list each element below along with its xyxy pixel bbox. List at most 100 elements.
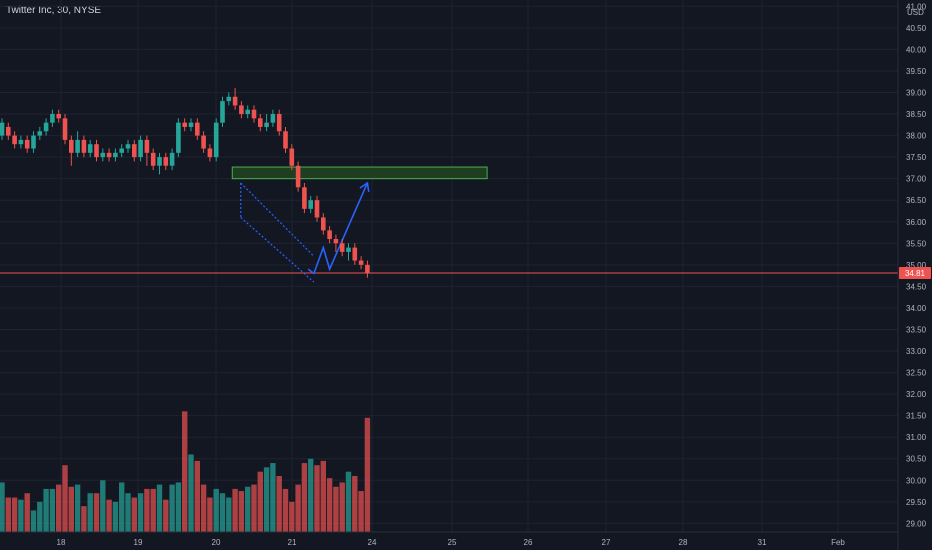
volume-bar: [175, 482, 182, 532]
volume-bar: [194, 460, 200, 532]
x-tick-label: 28: [679, 538, 688, 547]
candle-body: [132, 144, 137, 158]
candle: [352, 243, 358, 265]
volume-bar: [18, 499, 24, 532]
candle: [132, 139, 137, 162]
candle-body: [37, 131, 43, 136]
candle: [339, 238, 345, 257]
candle: [220, 96, 225, 127]
volume-bars: [0, 411, 371, 532]
candle: [125, 139, 131, 153]
candle: [138, 135, 143, 162]
candle: [50, 109, 55, 127]
volume-bar: [352, 475, 358, 532]
candle: [113, 148, 118, 162]
candle-body: [365, 264, 370, 274]
volume-bar: [49, 488, 56, 532]
x-tick-label: 26: [524, 538, 533, 547]
candle: [163, 152, 169, 171]
time-axis[interactable]: 18 19 20 21 24 25 26 27 28 31 Feb: [0, 531, 898, 547]
y-tick-label: 31.00: [906, 433, 927, 442]
volume-bar: [295, 484, 301, 532]
price-axis[interactable]: 41.00 40.50 40.00 39.50 39.00 38.50 38.00 37.50…: [897, 0, 931, 550]
candle: [195, 118, 200, 140]
candle-body: [113, 152, 118, 158]
volume-bar: [163, 499, 169, 532]
candle: [264, 114, 269, 132]
volume-bar: [232, 488, 238, 532]
y-tick-label: 37.00: [906, 175, 927, 184]
candle-body: [201, 135, 206, 149]
candle-body: [119, 148, 124, 153]
candle: [62, 114, 68, 145]
volume-bar: [320, 460, 326, 532]
volume-bar: [226, 497, 232, 532]
volume-bar: [169, 484, 175, 532]
y-tick-label: 34.00: [906, 304, 927, 313]
x-tick-label: 20: [212, 538, 221, 547]
volume-bar: [119, 482, 125, 532]
y-tick-label: 33.50: [906, 325, 927, 334]
candle-body: [87, 144, 93, 153]
candle-body: [94, 144, 99, 158]
candle-body: [220, 101, 225, 123]
y-tick-label: 34.50: [906, 282, 927, 291]
y-tick-label: 39.00: [906, 88, 927, 97]
volume-bar: [56, 484, 62, 532]
candle: [239, 101, 244, 119]
volume-bar: [257, 471, 263, 532]
candle: [245, 105, 250, 119]
candle-body: [339, 243, 345, 252]
y-tick-label: 33.00: [906, 347, 927, 356]
candle-body: [182, 122, 187, 127]
candle: [12, 131, 17, 149]
candle: [358, 256, 364, 270]
candle: [18, 135, 24, 149]
volume-bar: [24, 493, 30, 532]
candle: [321, 213, 326, 235]
candle-body: [258, 118, 263, 127]
candle: [0, 118, 5, 140]
candle-body: [62, 118, 68, 140]
volume-bar: [200, 484, 207, 532]
y-tick-label: 41.00: [906, 2, 927, 11]
volume-bar: [339, 482, 345, 532]
candle: [258, 114, 263, 132]
candle-body: [75, 139, 80, 153]
candle-body: [50, 114, 55, 123]
candle-body: [321, 217, 326, 231]
volume-bar: [207, 497, 213, 532]
candle-body: [24, 139, 30, 149]
volume-bar: [112, 501, 119, 532]
candle: [31, 131, 36, 153]
candle-body: [69, 139, 74, 153]
volume-bar: [219, 493, 226, 532]
last-price-badge: [899, 267, 931, 280]
volume-bar: [144, 488, 150, 532]
candle-body: [302, 187, 307, 209]
volume-bar: [314, 465, 320, 532]
candle-body: [239, 105, 244, 115]
candle-body: [81, 139, 87, 153]
volume-bar: [345, 471, 352, 532]
candle: [176, 118, 181, 158]
x-tick-label: 21: [288, 538, 297, 547]
candle-body: [358, 260, 364, 265]
candle: [6, 122, 11, 140]
candle-body: [232, 96, 238, 106]
candle-body: [125, 144, 131, 149]
candle: [81, 135, 87, 158]
candle-body: [18, 139, 24, 145]
candle: [251, 105, 257, 123]
volume-bar: [182, 411, 188, 532]
y-tick-label: 29.00: [906, 519, 927, 528]
y-tick-label: 40.00: [906, 45, 927, 54]
candle-body: [270, 114, 276, 123]
volume-bar: [5, 497, 11, 532]
y-tick-label: 40.50: [906, 24, 927, 33]
y-tick-label: 36.50: [906, 196, 927, 205]
candle: [283, 126, 288, 153]
candle: [24, 135, 30, 153]
candle-body: [245, 109, 250, 115]
